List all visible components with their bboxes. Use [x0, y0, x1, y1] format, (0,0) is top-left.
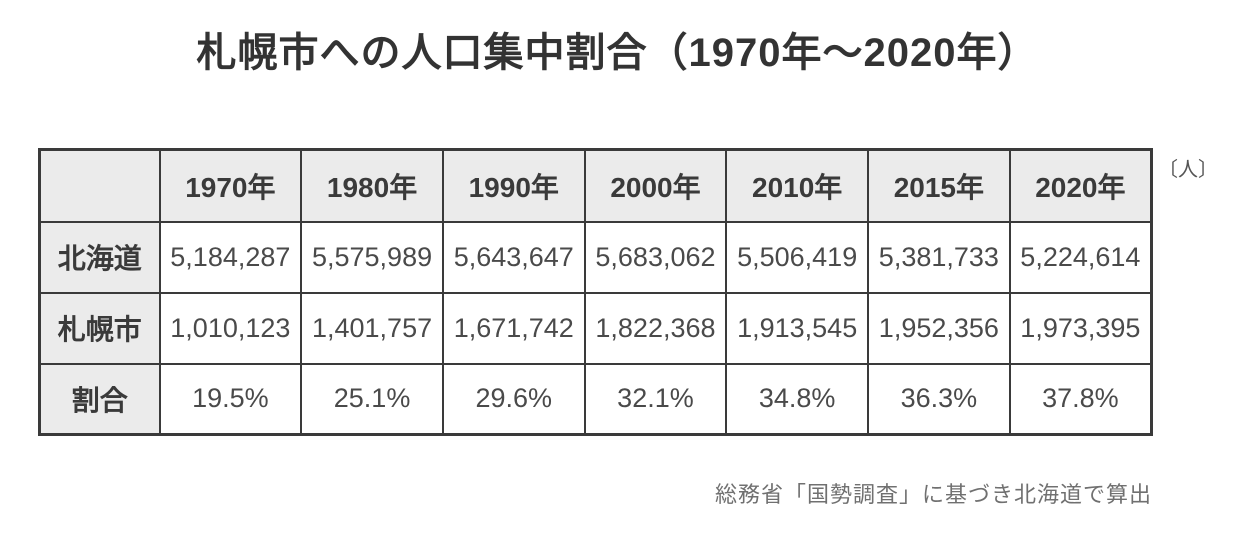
table-cell: 37.8% — [1008, 362, 1153, 436]
year-header-2010: 2010年 — [725, 148, 870, 223]
table-row-hokkaido: 北海道 5,184,287 5,575,989 5,643,647 5,683,… — [38, 220, 1153, 294]
table-cell: 29.6% — [441, 362, 586, 436]
population-table-container: 1970年 1980年 1990年 2000年 2010年 2015年 2020… — [38, 148, 1153, 436]
year-header-1970: 1970年 — [158, 148, 303, 223]
table-cell: 1,671,742 — [441, 291, 586, 365]
table-cell: 32.1% — [583, 362, 728, 436]
table-cell: 5,381,733 — [867, 220, 1011, 294]
table-cell: 5,683,062 — [583, 220, 728, 294]
table-row-ratio: 割合 19.5% 25.1% 29.6% 32.1% 34.8% 36.3% 3… — [38, 362, 1153, 436]
year-header-2020: 2020年 — [1008, 148, 1153, 223]
table-cell: 5,506,419 — [725, 220, 870, 294]
table-row-sapporo: 札幌市 1,010,123 1,401,757 1,671,742 1,822,… — [38, 291, 1153, 365]
table-cell: 1,822,368 — [583, 291, 728, 365]
row-label-sapporo: 札幌市 — [38, 291, 161, 365]
table-cell: 1,952,356 — [867, 291, 1011, 365]
row-label-hokkaido: 北海道 — [38, 220, 161, 294]
page-title: 札幌市への人口集中割合（1970年～2020年） — [196, 31, 1039, 75]
table-cell: 1,913,545 — [725, 291, 870, 365]
table-cell: 5,643,647 — [441, 220, 586, 294]
unit-label: 〔人〕 — [1158, 159, 1218, 181]
table-cell: 5,575,989 — [300, 220, 444, 294]
table-cell: 34.8% — [725, 362, 870, 436]
table-cell: 1,010,123 — [158, 291, 303, 365]
table-cell: 19.5% — [158, 362, 303, 436]
corner-cell — [38, 148, 161, 223]
table-cell: 36.3% — [867, 362, 1011, 436]
row-label-ratio: 割合 — [38, 362, 161, 436]
table-cell: 1,401,757 — [300, 291, 444, 365]
table-cell: 5,184,287 — [158, 220, 303, 294]
table-cell: 1,973,395 — [1008, 291, 1153, 365]
year-header-1980: 1980年 — [300, 148, 444, 223]
population-table: 1970年 1980年 1990年 2000年 2010年 2015年 2020… — [38, 148, 1153, 436]
year-header-2000: 2000年 — [583, 148, 728, 223]
table-cell: 5,224,614 — [1008, 220, 1153, 294]
year-header-2015: 2015年 — [867, 148, 1011, 223]
table-header-row: 1970年 1980年 1990年 2000年 2010年 2015年 2020… — [38, 148, 1153, 223]
year-header-1990: 1990年 — [441, 148, 586, 223]
source-note: 総務省「国勢調査」に基づき北海道で算出 — [714, 482, 1152, 507]
table-cell: 25.1% — [300, 362, 444, 436]
